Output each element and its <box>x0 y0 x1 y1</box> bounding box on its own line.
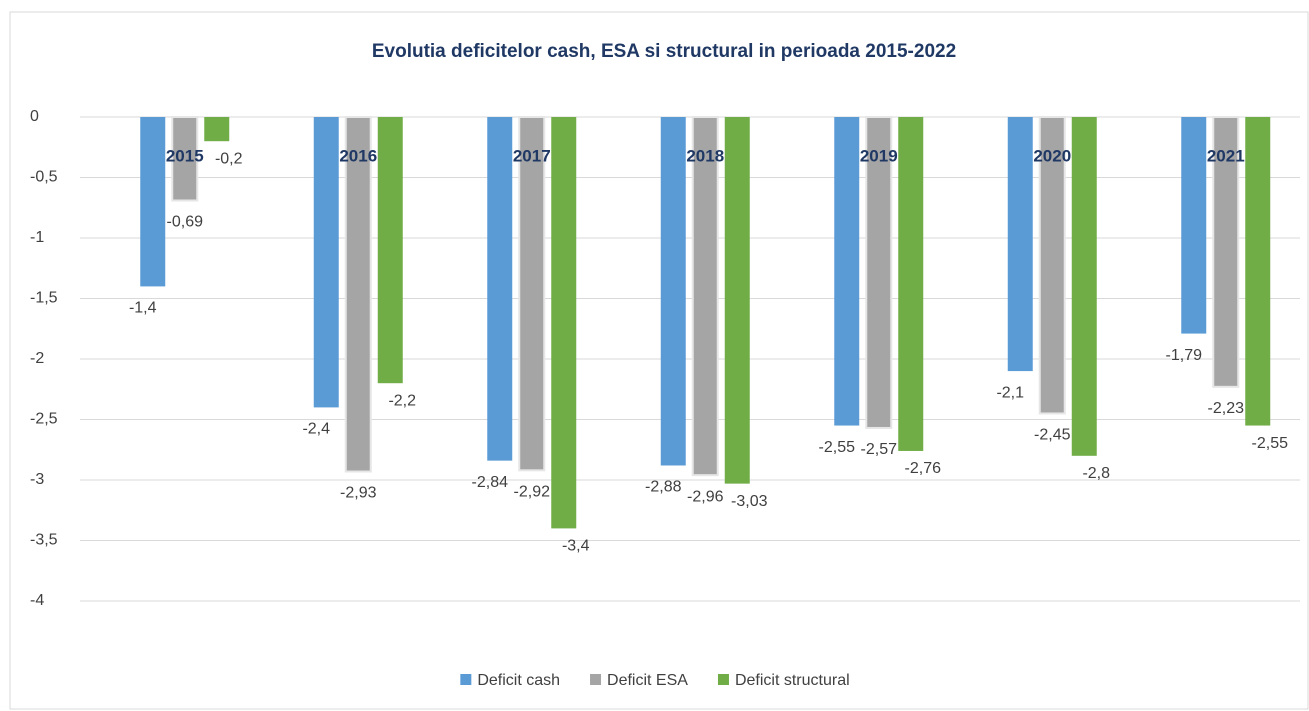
category-label: 2021 <box>1207 146 1245 165</box>
data-label: -2,96 <box>687 488 724 505</box>
bar <box>377 117 403 384</box>
bar <box>487 117 513 461</box>
data-label: -2,55 <box>1252 435 1289 452</box>
bar <box>865 116 893 429</box>
bar <box>518 116 546 472</box>
data-label: -1,4 <box>129 300 157 317</box>
data-label: -2,93 <box>340 485 377 502</box>
data-label: -0,69 <box>167 214 204 231</box>
data-label: -1,79 <box>1166 347 1203 364</box>
y-tick-label: -2,5 <box>30 411 58 428</box>
category-label: 2015 <box>166 146 204 165</box>
category-label: 2016 <box>339 146 377 165</box>
bar <box>171 116 199 202</box>
data-label: -2,1 <box>996 384 1024 401</box>
legend-label: Deficit structural <box>735 672 850 689</box>
y-tick-label: -1 <box>30 229 44 246</box>
y-tick-label: 0 <box>30 108 39 125</box>
bar <box>1007 117 1033 372</box>
data-label: -2,2 <box>388 392 416 409</box>
data-label: -2,4 <box>302 421 330 438</box>
bar <box>898 117 924 451</box>
bar <box>551 117 577 529</box>
data-label: -2,45 <box>1034 427 1071 444</box>
y-tick-label: -3 <box>30 471 44 488</box>
bar <box>1212 116 1240 388</box>
bar <box>660 117 686 466</box>
bar <box>1071 117 1097 456</box>
chart-title: Evolutia deficitelor cash, ESA si struct… <box>372 41 956 62</box>
y-tick-label: -0,5 <box>30 169 58 186</box>
y-tick-label: -4 <box>30 592 44 609</box>
bar <box>313 117 339 408</box>
y-tick-label: -2 <box>30 350 44 367</box>
bar <box>1181 117 1207 334</box>
bar <box>344 116 372 473</box>
data-label: -2,84 <box>472 474 509 491</box>
bar <box>1038 116 1066 415</box>
y-tick-label: -1,5 <box>30 290 58 307</box>
bar <box>724 117 750 484</box>
data-label: -3,03 <box>731 493 768 510</box>
data-label: -2,23 <box>1208 400 1245 417</box>
category-label: 2020 <box>1033 146 1071 165</box>
legend-label: Deficit ESA <box>607 672 688 689</box>
data-label: -3,4 <box>562 538 590 555</box>
data-label: -0,2 <box>215 150 243 167</box>
legend-swatch <box>460 674 472 685</box>
legend-swatch <box>717 674 729 685</box>
data-label: -2,8 <box>1082 465 1110 482</box>
data-label: -2,57 <box>861 441 898 458</box>
data-label: -2,55 <box>819 439 856 456</box>
data-label: -2,88 <box>645 479 682 496</box>
bar <box>834 117 860 426</box>
legend-label: Deficit cash <box>477 672 560 689</box>
category-label: 2018 <box>686 146 724 165</box>
data-label: -2,76 <box>905 460 942 477</box>
bar <box>204 117 230 142</box>
bar <box>1245 117 1271 426</box>
legend-swatch <box>590 674 602 685</box>
category-label: 2017 <box>513 146 551 165</box>
bar <box>140 117 166 287</box>
y-tick-label: -3,5 <box>30 532 58 549</box>
bar <box>691 116 719 477</box>
category-label: 2019 <box>860 146 898 165</box>
data-label: -2,92 <box>514 484 551 501</box>
